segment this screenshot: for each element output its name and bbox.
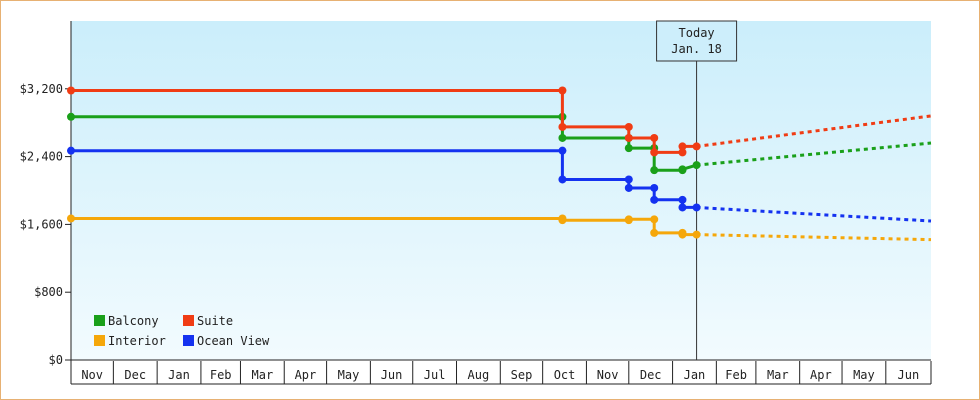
y-tick-label: $1,600 <box>20 217 63 231</box>
month-label: Dec <box>124 368 146 382</box>
data-point-interior <box>558 216 567 225</box>
plot-area <box>71 21 931 360</box>
month-label: Dec <box>640 368 662 382</box>
data-point-balcony <box>67 112 75 121</box>
month-label: Aug <box>468 368 490 382</box>
month-label: Jun <box>898 368 920 382</box>
data-point-suite <box>624 133 633 142</box>
data-point-balcony <box>692 161 701 170</box>
x-axis-months: Nov Dec Jan Feb Mar Apr May Jun Jul Aug Sep Oct Nov D… <box>70 361 932 385</box>
month-label: Sep <box>511 368 533 382</box>
y-tick-label: $3,200 <box>20 82 63 96</box>
y-tick-label: $2,400 <box>20 150 63 164</box>
month-label: Nov <box>81 368 103 382</box>
month-label: Oct <box>554 368 576 382</box>
month-label: Jul <box>424 368 446 382</box>
month-label: Mar <box>252 368 274 382</box>
series-lines <box>67 86 932 242</box>
data-point-interior <box>692 230 701 239</box>
month-label: Feb <box>210 368 232 382</box>
data-point-suite <box>67 86 75 95</box>
data-point-balcony <box>624 144 633 153</box>
data-point-ocean-view <box>650 195 659 204</box>
legend-label-balcony: Balcony <box>108 314 159 328</box>
data-point-ocean-view <box>678 203 687 212</box>
data-point-balcony <box>678 165 687 174</box>
month-label: Jan <box>168 368 190 382</box>
data-point-ocean-view <box>650 183 659 192</box>
month-label: Jun <box>381 368 403 382</box>
data-point-suite <box>624 122 633 131</box>
data-point-suite <box>558 86 567 95</box>
y-tick-label: $0 <box>49 353 63 367</box>
month-label: Mar <box>767 368 789 382</box>
y-tick-label: $800 <box>34 285 63 299</box>
data-point-interior <box>67 214 75 223</box>
data-point-suite <box>650 133 659 142</box>
data-point-suite <box>678 142 687 151</box>
data-point-ocean-view <box>67 146 75 155</box>
data-point-suite <box>692 142 701 151</box>
today-date-label: Jan. 18 <box>671 42 722 56</box>
month-label: Apr <box>295 368 317 382</box>
data-point-suite <box>558 122 567 131</box>
data-point-suite <box>650 148 659 157</box>
data-point-interior <box>624 215 633 224</box>
month-label: Apr <box>810 368 832 382</box>
legend-swatch-suite <box>183 315 194 326</box>
today-label: Today <box>679 26 715 40</box>
legend-swatch-ocean-view <box>183 335 194 346</box>
data-point-suite <box>678 148 687 157</box>
forecast-line-ocean-view <box>696 205 932 223</box>
month-label: May <box>338 368 360 382</box>
month-label: Feb <box>725 368 747 382</box>
legend-label-interior: Interior <box>108 334 166 348</box>
data-point-ocean-view <box>558 175 567 184</box>
forecast-line-interior <box>696 233 932 242</box>
data-point-balcony <box>558 133 567 142</box>
month-label: Jan <box>684 368 706 382</box>
legend-swatch-interior <box>94 335 105 346</box>
month-label: Nov <box>597 368 619 382</box>
legend: Balcony Suite Interior Ocean View <box>94 314 270 348</box>
data-point-ocean-view <box>558 146 567 155</box>
data-point-interior <box>650 215 659 224</box>
data-point-interior <box>650 228 659 237</box>
axes: $0 $800 $1,600 $2,400 $3,200 <box>20 21 931 367</box>
legend-swatch-balcony <box>94 315 105 326</box>
data-point-ocean-view <box>678 195 687 204</box>
month-label: May <box>853 368 875 382</box>
data-point-balcony <box>650 166 659 175</box>
data-point-ocean-view <box>624 175 633 184</box>
data-point-ocean-view <box>624 183 633 192</box>
data-point-interior <box>678 230 687 239</box>
today-box <box>656 20 738 62</box>
legend-label-suite: Suite <box>197 314 233 328</box>
legend-label-ocean-view: Ocean View <box>197 334 270 348</box>
data-point-ocean-view <box>692 203 701 212</box>
